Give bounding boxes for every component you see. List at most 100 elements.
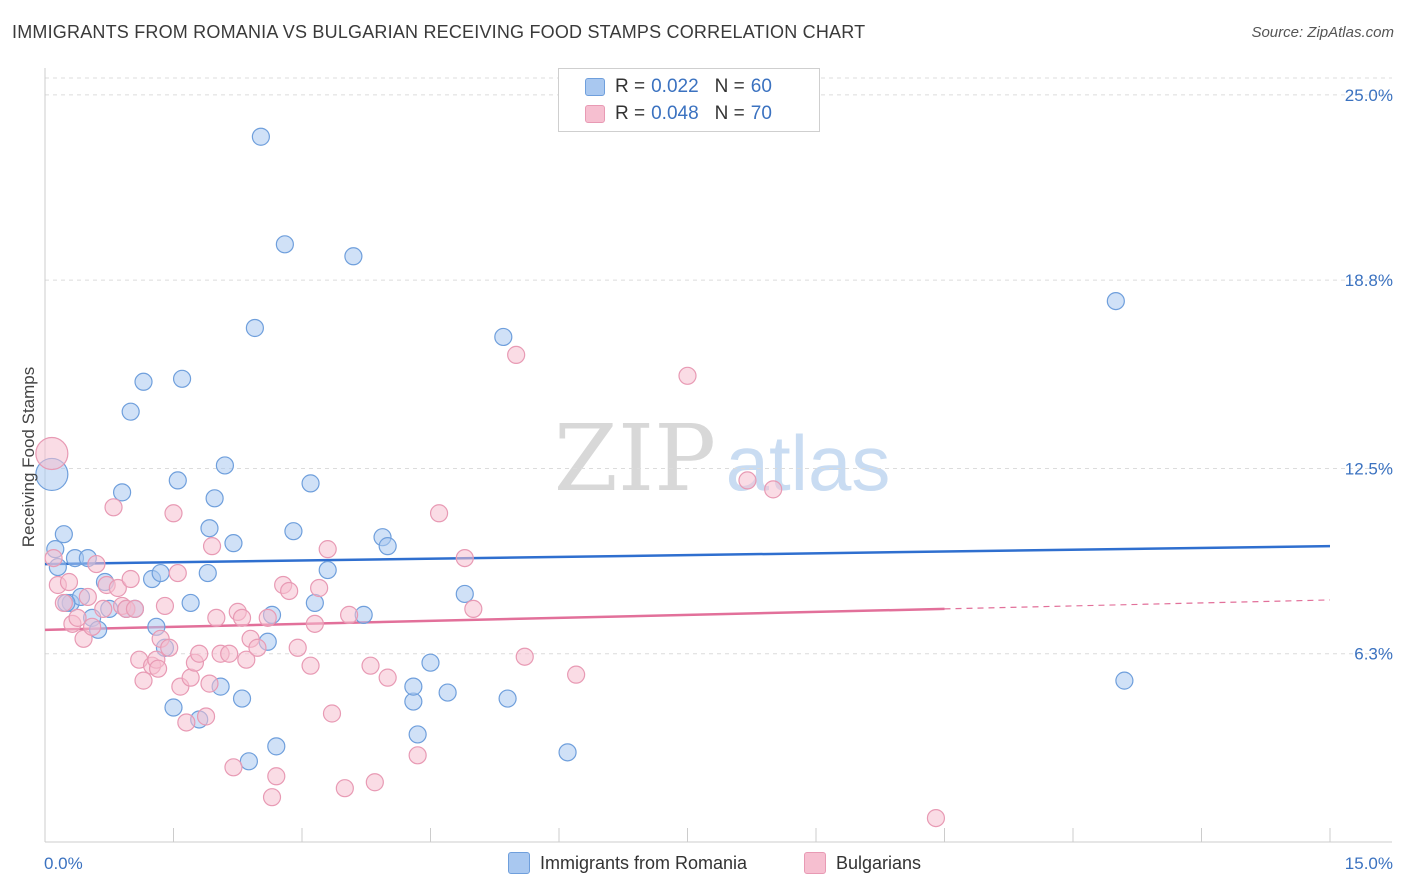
bulgarian-point	[160, 638, 179, 657]
bulgarian-point	[464, 599, 483, 619]
bulgarian-point	[202, 537, 222, 556]
bulgarian-point	[678, 366, 697, 385]
romania-point	[215, 456, 234, 475]
bulgarian-point	[200, 674, 219, 693]
legend-n-label: N =	[714, 103, 745, 124]
romania-point	[181, 593, 200, 613]
bulgarian-point	[365, 773, 384, 792]
bulgarian-point	[378, 668, 397, 687]
source-label: Source: ZipAtlas.com	[1251, 24, 1394, 41]
bulgarian-point	[455, 549, 474, 568]
romania-point	[112, 483, 132, 502]
romania-point	[558, 743, 577, 762]
romania-point	[438, 683, 457, 702]
bulgarian-point	[121, 569, 140, 589]
bulgarian-point	[94, 599, 113, 619]
bulgarian-point	[168, 563, 187, 583]
romania-point	[404, 677, 423, 696]
chart-title: IMMIGRANTS FROM ROMANIA VS BULGARIAN REC…	[12, 22, 866, 42]
bottom-legend-romania: Immigrants from Romania	[508, 852, 747, 874]
bulgarian-point	[54, 593, 73, 613]
bulgarian-point	[104, 498, 123, 517]
bulgarian-point	[196, 707, 216, 726]
romania-point	[121, 402, 140, 421]
y-tick-label: 25.0%	[1345, 86, 1393, 105]
romania-point	[494, 327, 513, 347]
legend-swatch-blue	[585, 78, 605, 96]
legend-n-value: 60	[750, 76, 772, 97]
bulgarian-point	[35, 436, 69, 471]
bulgarian-point	[78, 587, 97, 607]
bulgarian-point	[515, 647, 534, 666]
bulgarian-point	[87, 554, 106, 574]
romania-point	[267, 737, 286, 756]
bulgarian-point	[164, 504, 183, 523]
bulgarian-point	[59, 572, 79, 592]
legend-swatch-pink	[585, 105, 605, 123]
bulgarian-point	[248, 638, 267, 657]
romania-point	[251, 127, 270, 146]
legend-r-value: 0.048	[651, 103, 699, 124]
romania-point	[54, 525, 73, 544]
bulgarian-point	[262, 788, 282, 807]
bulgarian-point	[738, 471, 757, 490]
bottom-legend-label-bulgarians: Bulgarians	[836, 852, 922, 873]
bulgarian-point	[335, 779, 354, 798]
x-tick-label-min: 0.0%	[44, 854, 83, 873]
bulgarian-point	[507, 345, 526, 364]
romania-trend-line	[44, 544, 1331, 566]
romania-point	[151, 563, 170, 583]
bulgarian-point	[190, 644, 209, 663]
bulgarian-point	[134, 671, 153, 690]
bulgarian-trend-line	[44, 607, 945, 632]
bulgarian-point	[361, 656, 380, 675]
bulgarian-point	[567, 665, 586, 684]
bulgarian-point	[926, 808, 946, 828]
romania-point	[168, 471, 187, 490]
romania-point	[284, 522, 303, 541]
legend-r-label: R =	[615, 103, 646, 124]
legend-n-value: 70	[750, 103, 772, 124]
x-tick-label-max: 15.0%	[1345, 854, 1393, 873]
bulgarian-point	[125, 599, 145, 619]
romania-point	[172, 369, 192, 388]
bulgarian-point	[408, 746, 427, 765]
bulgarian-point	[220, 644, 239, 663]
romania-point	[498, 689, 517, 708]
bulgarian-point	[83, 617, 102, 636]
romania-point	[205, 489, 224, 508]
bulgarian-point	[177, 713, 196, 732]
y-tick-label: 12.5%	[1345, 459, 1393, 478]
bulgarian-point	[181, 668, 200, 687]
bulgarian-point	[155, 596, 175, 616]
bottom-swatch-pink	[804, 852, 826, 874]
romania-point	[378, 537, 397, 556]
bulgarian-point	[301, 656, 320, 675]
bulgarian-point	[224, 758, 243, 777]
romania-point	[455, 584, 474, 604]
y-tick-label: 6.3%	[1354, 645, 1393, 664]
legend: R = 0.022 N = 60 R = 0.048 N = 70	[558, 68, 820, 132]
bottom-swatch-blue	[508, 852, 530, 874]
romania-point	[421, 653, 440, 672]
bulgarian-point	[280, 581, 299, 601]
watermark-zip: ZIP	[554, 405, 716, 512]
bulgarian-point	[237, 650, 256, 669]
bulgarian-point	[429, 504, 449, 523]
romania-point	[232, 689, 252, 708]
romania-point	[408, 725, 427, 744]
romania-point	[200, 519, 219, 538]
bulgarian-point	[288, 638, 307, 657]
legend-r-label: R =	[615, 76, 646, 97]
bulgarian-point	[267, 767, 286, 786]
romania-point	[1115, 671, 1134, 690]
romania-point	[344, 247, 363, 266]
legend-row-romania: R = 0.022 N = 60	[585, 75, 772, 99]
bulgarian-point	[322, 704, 342, 723]
legend-row-bulgarians: R = 0.048 N = 70	[585, 102, 772, 126]
romania-point	[318, 560, 337, 580]
bottom-legend-label-romania: Immigrants from Romania	[540, 852, 748, 873]
bulgarian-point	[148, 659, 168, 678]
romania-point	[224, 534, 243, 553]
romania-point	[1106, 291, 1125, 311]
